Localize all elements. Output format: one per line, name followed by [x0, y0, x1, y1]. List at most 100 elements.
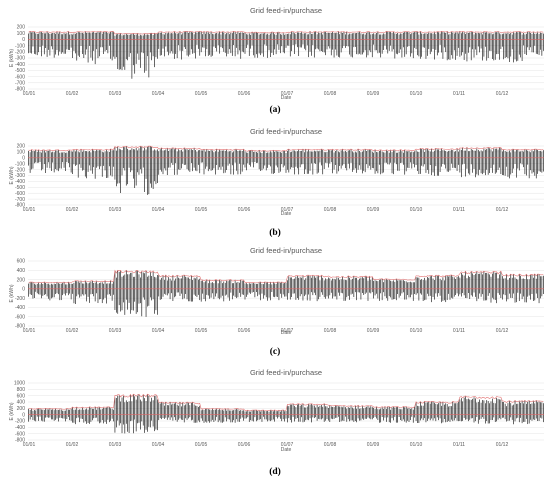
chart-title: Grid feed-in/purchase	[250, 246, 322, 255]
y-tick-label: -800	[15, 203, 25, 209]
x-tick-label: 01/04	[152, 328, 165, 334]
envelope-line	[28, 393, 544, 411]
y-axis-label: E (kWh)	[9, 284, 15, 302]
x-tick-label: 01/10	[410, 442, 423, 448]
x-tick-label: 01/08	[324, 328, 337, 334]
chart-title: Grid feed-in/purchase	[250, 368, 322, 377]
y-tick-label: -400	[15, 179, 25, 185]
y-tick-label: -200	[15, 167, 25, 173]
x-tick-label: 01/06	[238, 442, 251, 448]
x-tick-label: 01/08	[324, 442, 337, 448]
x-tick-label: 01/05	[195, 328, 208, 334]
y-tick-label: 100	[17, 31, 26, 37]
x-tick-label: 01/03	[109, 328, 122, 334]
x-tick-label: 01/03	[109, 207, 122, 213]
x-tick-label: 01/03	[109, 442, 122, 448]
y-tick-label: -300	[15, 173, 25, 179]
x-tick-label: 01/04	[152, 442, 165, 448]
y-tick-label: 0	[22, 287, 25, 293]
x-tick-label: 01/11	[453, 442, 465, 448]
x-tick-label: 01/06	[238, 328, 251, 334]
x-tick-label: 01/10	[410, 91, 423, 97]
x-tick-label: 01/06	[238, 91, 251, 97]
x-tick-label: 01/09	[367, 442, 380, 448]
x-axis-label: Date	[281, 447, 292, 453]
y-tick-label: -100	[15, 43, 25, 49]
x-tick-label: 01/02	[66, 207, 79, 213]
chart-panel-2: Grid feed-in/purchase 2001000-100-200-300…	[9, 127, 544, 238]
bar-series	[28, 146, 544, 195]
panel-caption: (d)	[269, 466, 281, 477]
y-tick-label: 200	[17, 144, 26, 150]
x-tick-label: 01/09	[367, 91, 380, 97]
x-tick-label: 01/07	[281, 442, 294, 448]
panel-caption: (a)	[269, 104, 280, 115]
x-tick-label: 01/12	[496, 442, 509, 448]
y-tick-label: 200	[17, 406, 26, 412]
y-tick-label: 400	[17, 268, 26, 274]
y-tick-label: 600	[17, 259, 26, 265]
y-tick-label: 0	[22, 156, 25, 162]
x-tick-label: 01/01	[23, 442, 36, 448]
chart-panel-1: Grid feed-in/purchase 2001000-100-200-300…	[9, 6, 544, 115]
x-tick-label: 01/11	[453, 207, 465, 213]
x-tick-label: 01/09	[367, 328, 380, 334]
x-tick-label: 01/07	[281, 328, 294, 334]
x-tick-label: 01/05	[195, 442, 208, 448]
x-tick-label: 01/08	[324, 207, 337, 213]
y-tick-label: 600	[17, 393, 26, 399]
panel-caption: (c)	[270, 346, 281, 357]
envelope-line	[28, 30, 544, 35]
y-tick-label: -800	[15, 324, 25, 330]
x-tick-label: 01/01	[23, 328, 36, 334]
y-tick-label: 0	[22, 412, 25, 418]
y-tick-label: -600	[15, 431, 25, 437]
x-tick-label: 01/11	[453, 328, 465, 334]
y-tick-label: -200	[15, 296, 25, 302]
y-tick-label: -800	[15, 438, 25, 444]
chart-panel-4: Grid feed-in/purchase 10008006004002000-2…	[9, 368, 544, 477]
y-tick-label: 800	[17, 387, 26, 393]
x-tick-label: 01/05	[195, 91, 208, 97]
x-axis-label: Date	[281, 330, 292, 336]
y-tick-label: 200	[17, 25, 26, 31]
x-tick-label: 01/10	[410, 207, 423, 213]
y-tick-label: 400	[17, 400, 26, 406]
envelope-line	[28, 145, 544, 152]
x-tick-label: 01/01	[23, 91, 36, 97]
envelope-line	[28, 269, 544, 284]
x-tick-label: 01/04	[152, 207, 165, 213]
x-tick-label: 01/06	[238, 207, 251, 213]
x-tick-label: 01/03	[109, 91, 122, 97]
y-tick-label: -100	[15, 161, 25, 167]
x-tick-label: 01/07	[281, 91, 294, 97]
y-tick-label: -200	[15, 50, 25, 56]
y-tick-label: -400	[15, 425, 25, 431]
y-tick-label: -500	[15, 185, 25, 191]
x-tick-label: 01/11	[453, 91, 465, 97]
x-tick-label: 01/02	[66, 91, 79, 97]
x-axis-label: Date	[281, 211, 292, 217]
chart-title: Grid feed-in/purchase	[250, 127, 322, 136]
y-tick-label: 200	[17, 277, 26, 283]
x-tick-label: 01/02	[66, 328, 79, 334]
x-tick-label: 01/02	[66, 442, 79, 448]
y-tick-label: -300	[15, 56, 25, 62]
x-tick-label: 01/12	[496, 207, 509, 213]
x-tick-label: 01/12	[496, 91, 509, 97]
x-axis-label: Date	[281, 95, 292, 101]
x-tick-label: 01/08	[324, 91, 337, 97]
x-tick-label: 01/04	[152, 91, 165, 97]
x-tick-label: 01/07	[281, 207, 294, 213]
y-tick-label: 100	[17, 150, 26, 156]
chart-panel-3: Grid feed-in/purchase 600 400 200 0 -200 -400 -…	[9, 246, 544, 357]
y-tick-label: -600	[15, 74, 25, 80]
x-tick-label: 01/05	[195, 207, 208, 213]
x-tick-label: 01/09	[367, 207, 380, 213]
y-tick-label: 0	[22, 37, 25, 43]
y-tick-label: -400	[15, 305, 25, 311]
y-tick-label: -600	[15, 314, 25, 320]
bar-series	[28, 270, 544, 317]
y-tick-label: -800	[15, 87, 25, 93]
